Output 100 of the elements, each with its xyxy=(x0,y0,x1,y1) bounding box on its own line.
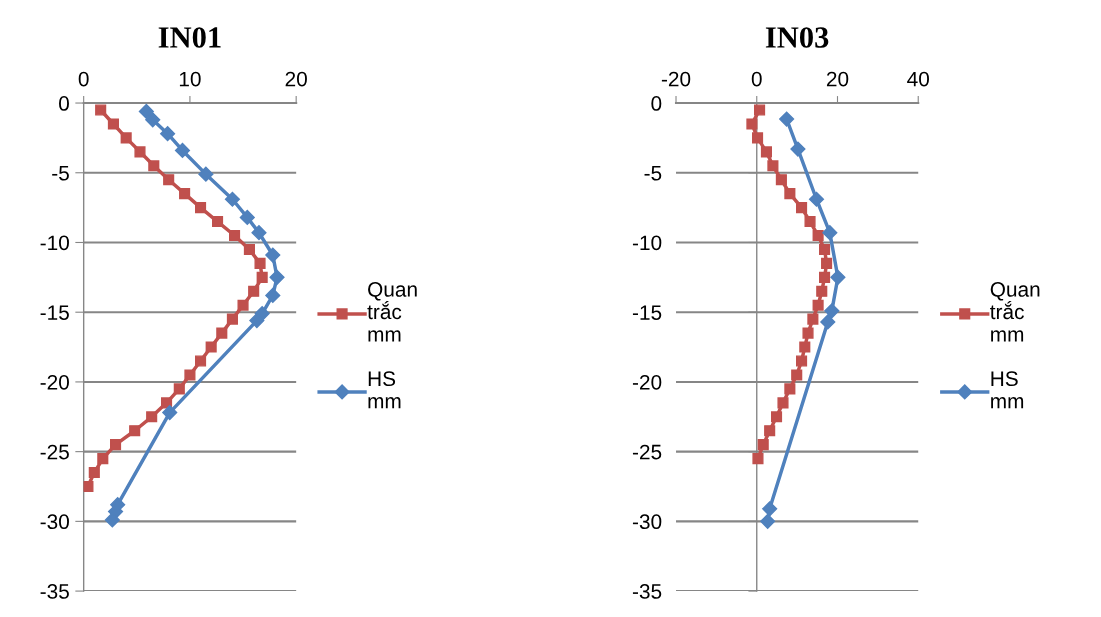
point xyxy=(251,225,267,241)
point xyxy=(762,501,778,517)
y-tick-label: -10 xyxy=(40,235,69,251)
point xyxy=(160,397,173,409)
x-tick-label: 0 xyxy=(78,71,89,87)
point xyxy=(194,202,207,214)
point xyxy=(109,439,122,451)
legend-label: Quan trắc mm xyxy=(990,282,1040,342)
point xyxy=(163,174,175,186)
point xyxy=(162,405,178,421)
point xyxy=(179,188,191,200)
point xyxy=(256,271,268,283)
x-tick-label: 0 xyxy=(751,71,762,87)
point xyxy=(237,299,249,311)
point xyxy=(796,355,808,367)
point xyxy=(812,229,824,242)
y-tick-label: -35 xyxy=(40,584,69,599)
x-tick-label: -20 xyxy=(661,71,691,87)
point xyxy=(764,425,776,437)
point xyxy=(265,287,281,304)
y-tick-label: -20 xyxy=(40,374,69,390)
point xyxy=(754,104,766,116)
point xyxy=(205,341,217,353)
y-tick-label: -35 xyxy=(632,584,662,599)
point xyxy=(248,285,260,297)
point xyxy=(777,397,789,409)
point xyxy=(174,142,191,159)
point xyxy=(134,146,146,158)
point xyxy=(775,174,787,186)
point xyxy=(148,160,160,172)
point xyxy=(790,141,806,157)
point xyxy=(216,327,228,339)
point xyxy=(784,383,796,395)
point xyxy=(799,341,811,353)
point xyxy=(97,453,109,465)
point xyxy=(760,513,776,529)
point xyxy=(821,257,833,269)
x-tick-label: 20 xyxy=(826,71,849,87)
point xyxy=(265,247,281,263)
point xyxy=(767,160,779,172)
point xyxy=(120,132,132,144)
point xyxy=(752,132,764,144)
point xyxy=(226,313,238,325)
x-tick-label: 20 xyxy=(285,71,307,87)
point xyxy=(254,257,266,269)
point xyxy=(812,299,824,311)
point xyxy=(819,243,831,256)
legend-label: HS mm xyxy=(368,371,401,409)
y-tick-label: -25 xyxy=(632,444,662,460)
y-tick-label: -30 xyxy=(40,514,69,530)
point xyxy=(819,271,831,283)
point xyxy=(228,229,241,242)
point xyxy=(173,383,185,395)
point xyxy=(129,425,141,437)
point xyxy=(95,104,107,116)
y-tick-label: -20 xyxy=(632,374,662,390)
y-tick-label: 0 xyxy=(59,96,69,111)
y-tick-label: -5 xyxy=(52,165,69,181)
point xyxy=(746,118,758,130)
x-tick-label: 10 xyxy=(179,71,201,87)
legend-label: HS mm xyxy=(991,371,1024,409)
y-tick-label: -10 xyxy=(632,235,662,251)
point xyxy=(83,480,94,493)
point xyxy=(802,327,814,339)
point xyxy=(760,146,772,158)
point xyxy=(198,166,214,182)
point xyxy=(752,453,764,465)
point xyxy=(88,467,100,479)
point xyxy=(249,312,265,329)
point xyxy=(770,411,783,423)
x-tick-label: 40 xyxy=(907,71,930,87)
point xyxy=(816,285,828,297)
point xyxy=(239,209,255,225)
chart-title: IN03 xyxy=(765,27,829,48)
point xyxy=(184,369,196,381)
point xyxy=(820,314,836,330)
point xyxy=(243,243,255,256)
point xyxy=(779,111,795,127)
point xyxy=(791,369,803,381)
point xyxy=(194,355,207,367)
y-tick-label: -5 xyxy=(644,165,662,181)
point xyxy=(211,216,224,228)
point xyxy=(107,118,119,130)
legend-label: Quan trắc mm xyxy=(367,282,417,342)
point xyxy=(804,216,816,228)
y-tick-label: 0 xyxy=(651,96,662,111)
y-tick-label: -30 xyxy=(632,514,662,530)
point xyxy=(808,191,825,207)
chart-title: IN01 xyxy=(158,27,221,48)
point xyxy=(822,225,838,241)
point xyxy=(269,269,285,285)
point xyxy=(757,439,769,451)
point xyxy=(224,191,240,207)
point xyxy=(160,126,176,142)
point xyxy=(807,313,819,325)
y-tick-label: -15 xyxy=(40,305,69,320)
y-tick-label: -25 xyxy=(40,444,69,460)
point xyxy=(796,202,808,214)
point xyxy=(824,303,840,319)
point xyxy=(145,112,161,128)
